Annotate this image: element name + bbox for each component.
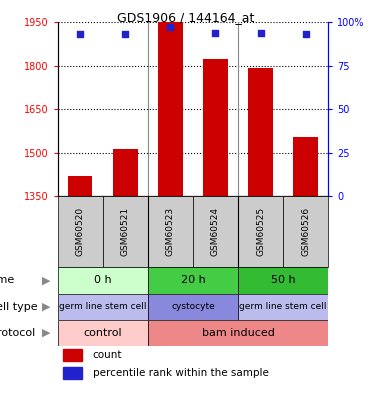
Text: GSM60526: GSM60526 (301, 207, 310, 256)
Text: protocol: protocol (0, 328, 35, 338)
Text: percentile rank within the sample: percentile rank within the sample (93, 368, 269, 378)
Point (167, 24, 173, 31)
Bar (193, 196, 238, 267)
Bar (283, 196, 328, 267)
Text: 0 h: 0 h (94, 275, 111, 286)
Bar (248, 68, 273, 196)
Bar (103, 196, 148, 267)
Bar (158, 22, 183, 196)
Bar (238, 294, 328, 320)
Point (213, 30, 219, 36)
Text: 20 h: 20 h (181, 275, 205, 286)
Text: cystocyte: cystocyte (171, 302, 215, 311)
Text: GDS1906 / 144164_at: GDS1906 / 144164_at (117, 11, 254, 24)
Bar (113, 149, 138, 196)
Text: bam induced: bam induced (201, 328, 275, 338)
Text: GSM60523: GSM60523 (166, 207, 175, 256)
Bar (58, 196, 103, 267)
Text: GSM60521: GSM60521 (121, 207, 130, 256)
Bar (58, 320, 148, 346)
Point (257, 30, 263, 36)
Text: germ line stem cell: germ line stem cell (239, 302, 327, 311)
Text: ▶: ▶ (42, 302, 51, 312)
Point (77, 31, 83, 38)
Text: germ line stem cell: germ line stem cell (59, 302, 147, 311)
Text: GSM60525: GSM60525 (256, 207, 265, 256)
Bar (203, 60, 228, 196)
Text: time: time (0, 275, 15, 286)
Point (303, 31, 309, 38)
Text: ▶: ▶ (42, 275, 51, 286)
Text: ▶: ▶ (42, 328, 51, 338)
Bar (238, 267, 328, 294)
Text: count: count (93, 350, 122, 360)
Bar (58, 294, 148, 320)
Bar (68, 176, 92, 196)
Text: 50 h: 50 h (271, 275, 296, 286)
Bar (293, 137, 318, 196)
Bar (148, 294, 238, 320)
Point (122, 31, 128, 38)
Bar (238, 196, 283, 267)
Text: GSM60520: GSM60520 (76, 207, 85, 256)
Bar (63, 349, 82, 361)
Bar (148, 267, 238, 294)
Bar (148, 196, 193, 267)
Bar (63, 367, 82, 379)
Text: cell type: cell type (0, 302, 37, 312)
Text: GSM60524: GSM60524 (211, 207, 220, 256)
Bar (58, 267, 148, 294)
Bar (148, 320, 328, 346)
Text: control: control (83, 328, 122, 338)
